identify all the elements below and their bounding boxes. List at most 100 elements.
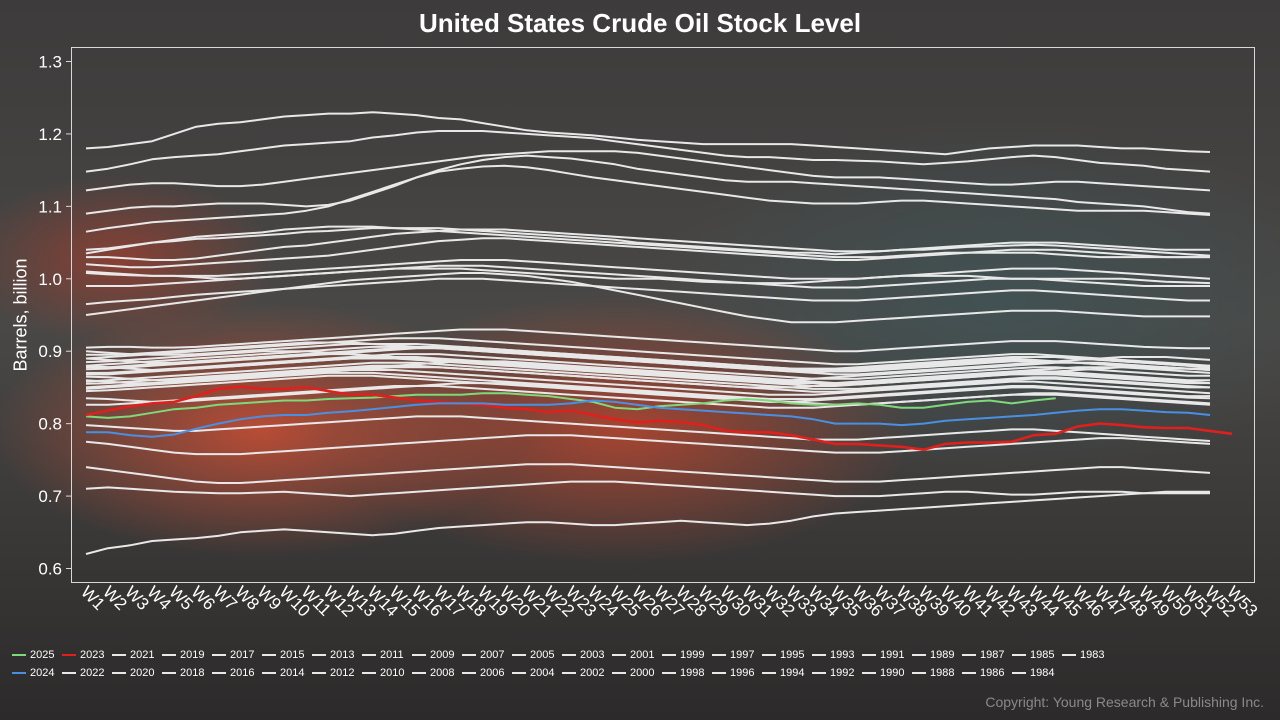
legend-label: 2012 [330, 667, 355, 679]
legend-label: 2007 [480, 649, 505, 661]
series-line-2000 [85, 360, 1210, 385]
plot-area [71, 47, 1255, 583]
legend-swatch [762, 672, 776, 674]
legend-item: 2018 [162, 667, 212, 679]
series-line-2014 [86, 228, 1210, 261]
legend-swatch [12, 654, 26, 656]
series-line-2009 [85, 272, 1210, 324]
series-line-2021 [85, 227, 1211, 257]
legend-swatch [162, 672, 176, 674]
legend-label: 1991 [880, 649, 905, 661]
legend-item: 2014 [262, 667, 312, 679]
legend-label: 2010 [380, 667, 405, 679]
legend-item: 2008 [412, 667, 462, 679]
legend-label: 2024 [30, 667, 55, 679]
legend-swatch [262, 672, 276, 674]
series-line-1988 [85, 371, 1210, 400]
legend-label: 2022 [80, 667, 105, 679]
legend-item: 1989 [912, 649, 962, 661]
legend-label: 2006 [480, 667, 505, 679]
legend-label: 2014 [280, 667, 305, 679]
series-line-2002 [85, 369, 1211, 396]
legend-label: 1994 [780, 667, 805, 679]
legend-item: 2011 [362, 649, 412, 661]
legend-row: 2025 2023 2021 2019 2017 2015 2013 2011 2009 2007… [12, 646, 1142, 664]
legend-item: 2022 [62, 667, 112, 679]
legend-label: 2023 [80, 649, 105, 661]
legend-swatch [312, 672, 326, 674]
legend-label: 2004 [530, 667, 555, 679]
legend-swatch [862, 672, 876, 674]
legend-swatch [512, 654, 526, 656]
legend-swatch [312, 654, 326, 656]
series-line-2017 [85, 154, 1211, 215]
legend-label: 1987 [980, 649, 1005, 661]
y-tick-label: 1.0 [38, 270, 62, 289]
y-tick-label: 1.3 [38, 52, 62, 71]
legend-label: 2018 [180, 667, 205, 679]
series-line-1985 [85, 463, 1211, 484]
legend-swatch [1012, 672, 1026, 674]
series-line-2001 [85, 374, 1211, 403]
legend-label: 1998 [680, 667, 705, 679]
legend-item: 1999 [662, 649, 712, 661]
legend-item: 2009 [412, 649, 462, 661]
series-line-2025 [85, 392, 1056, 419]
series-line-2004 [86, 353, 1210, 380]
legend-swatch [962, 654, 976, 656]
legend: 2025 2023 2021 2019 2017 2015 2013 2011 2009 2007… [12, 646, 1142, 682]
legend-item: 2025 [12, 649, 62, 661]
series-line-2010 [85, 277, 1210, 306]
legend-swatch [212, 672, 226, 674]
legend-item: 2002 [562, 667, 612, 679]
legend-label: 2016 [230, 667, 255, 679]
legend-label: 2003 [580, 649, 605, 661]
series-line-1994 [86, 357, 1210, 387]
legend-item: 1985 [1012, 649, 1062, 661]
series-line-1987 [85, 415, 1211, 442]
legend-label: 2001 [630, 649, 655, 661]
series-line-2016 [85, 164, 1211, 233]
legend-item: 2020 [112, 667, 162, 679]
legend-swatch [562, 672, 576, 674]
legend-swatch [512, 672, 526, 674]
series-line-2019 [85, 130, 1211, 173]
legend-item: 1996 [712, 667, 762, 679]
legend-label: 2011 [380, 649, 404, 661]
legend-item: 1998 [662, 667, 712, 679]
legend-label: 1997 [730, 649, 755, 661]
y-axis-label: Barrels, billion [10, 258, 31, 372]
legend-item: 2024 [12, 667, 62, 679]
legend-item: 2016 [212, 667, 262, 679]
legend-item: 2010 [362, 667, 412, 679]
legend-label: 1993 [830, 649, 855, 661]
legend-swatch [912, 654, 926, 656]
legend-item: 2021 [112, 649, 162, 661]
legend-swatch [362, 672, 376, 674]
legend-label: 2020 [130, 667, 155, 679]
y-tick-label: 0.6 [38, 560, 62, 579]
series-line-1997 [86, 341, 1211, 376]
legend-label: 2013 [330, 649, 355, 661]
series-line-2008 [85, 328, 1210, 353]
copyright-text: Copyright: Young Research & Publishing I… [985, 694, 1264, 710]
series-line-1998 [86, 385, 1211, 409]
series-line-1986 [85, 434, 1211, 456]
legend-item: 1986 [962, 667, 1012, 679]
legend-label: 1992 [830, 667, 855, 679]
legend-swatch [462, 654, 476, 656]
legend-swatch [762, 654, 776, 656]
series-line-2006 [85, 337, 1211, 367]
legend-item: 1991 [862, 649, 912, 661]
legend-item: 1983 [1062, 649, 1112, 661]
legend-item: 1988 [912, 667, 962, 679]
legend-item: 2013 [312, 649, 362, 661]
legend-item: 1987 [962, 649, 1012, 661]
legend-label: 2021 [130, 649, 155, 661]
legend-swatch [112, 672, 126, 674]
legend-item: 2001 [612, 649, 662, 661]
legend-label: 1985 [1030, 649, 1055, 661]
legend-swatch [12, 672, 26, 674]
legend-swatch [712, 672, 726, 674]
series-line-1990 [86, 353, 1211, 382]
